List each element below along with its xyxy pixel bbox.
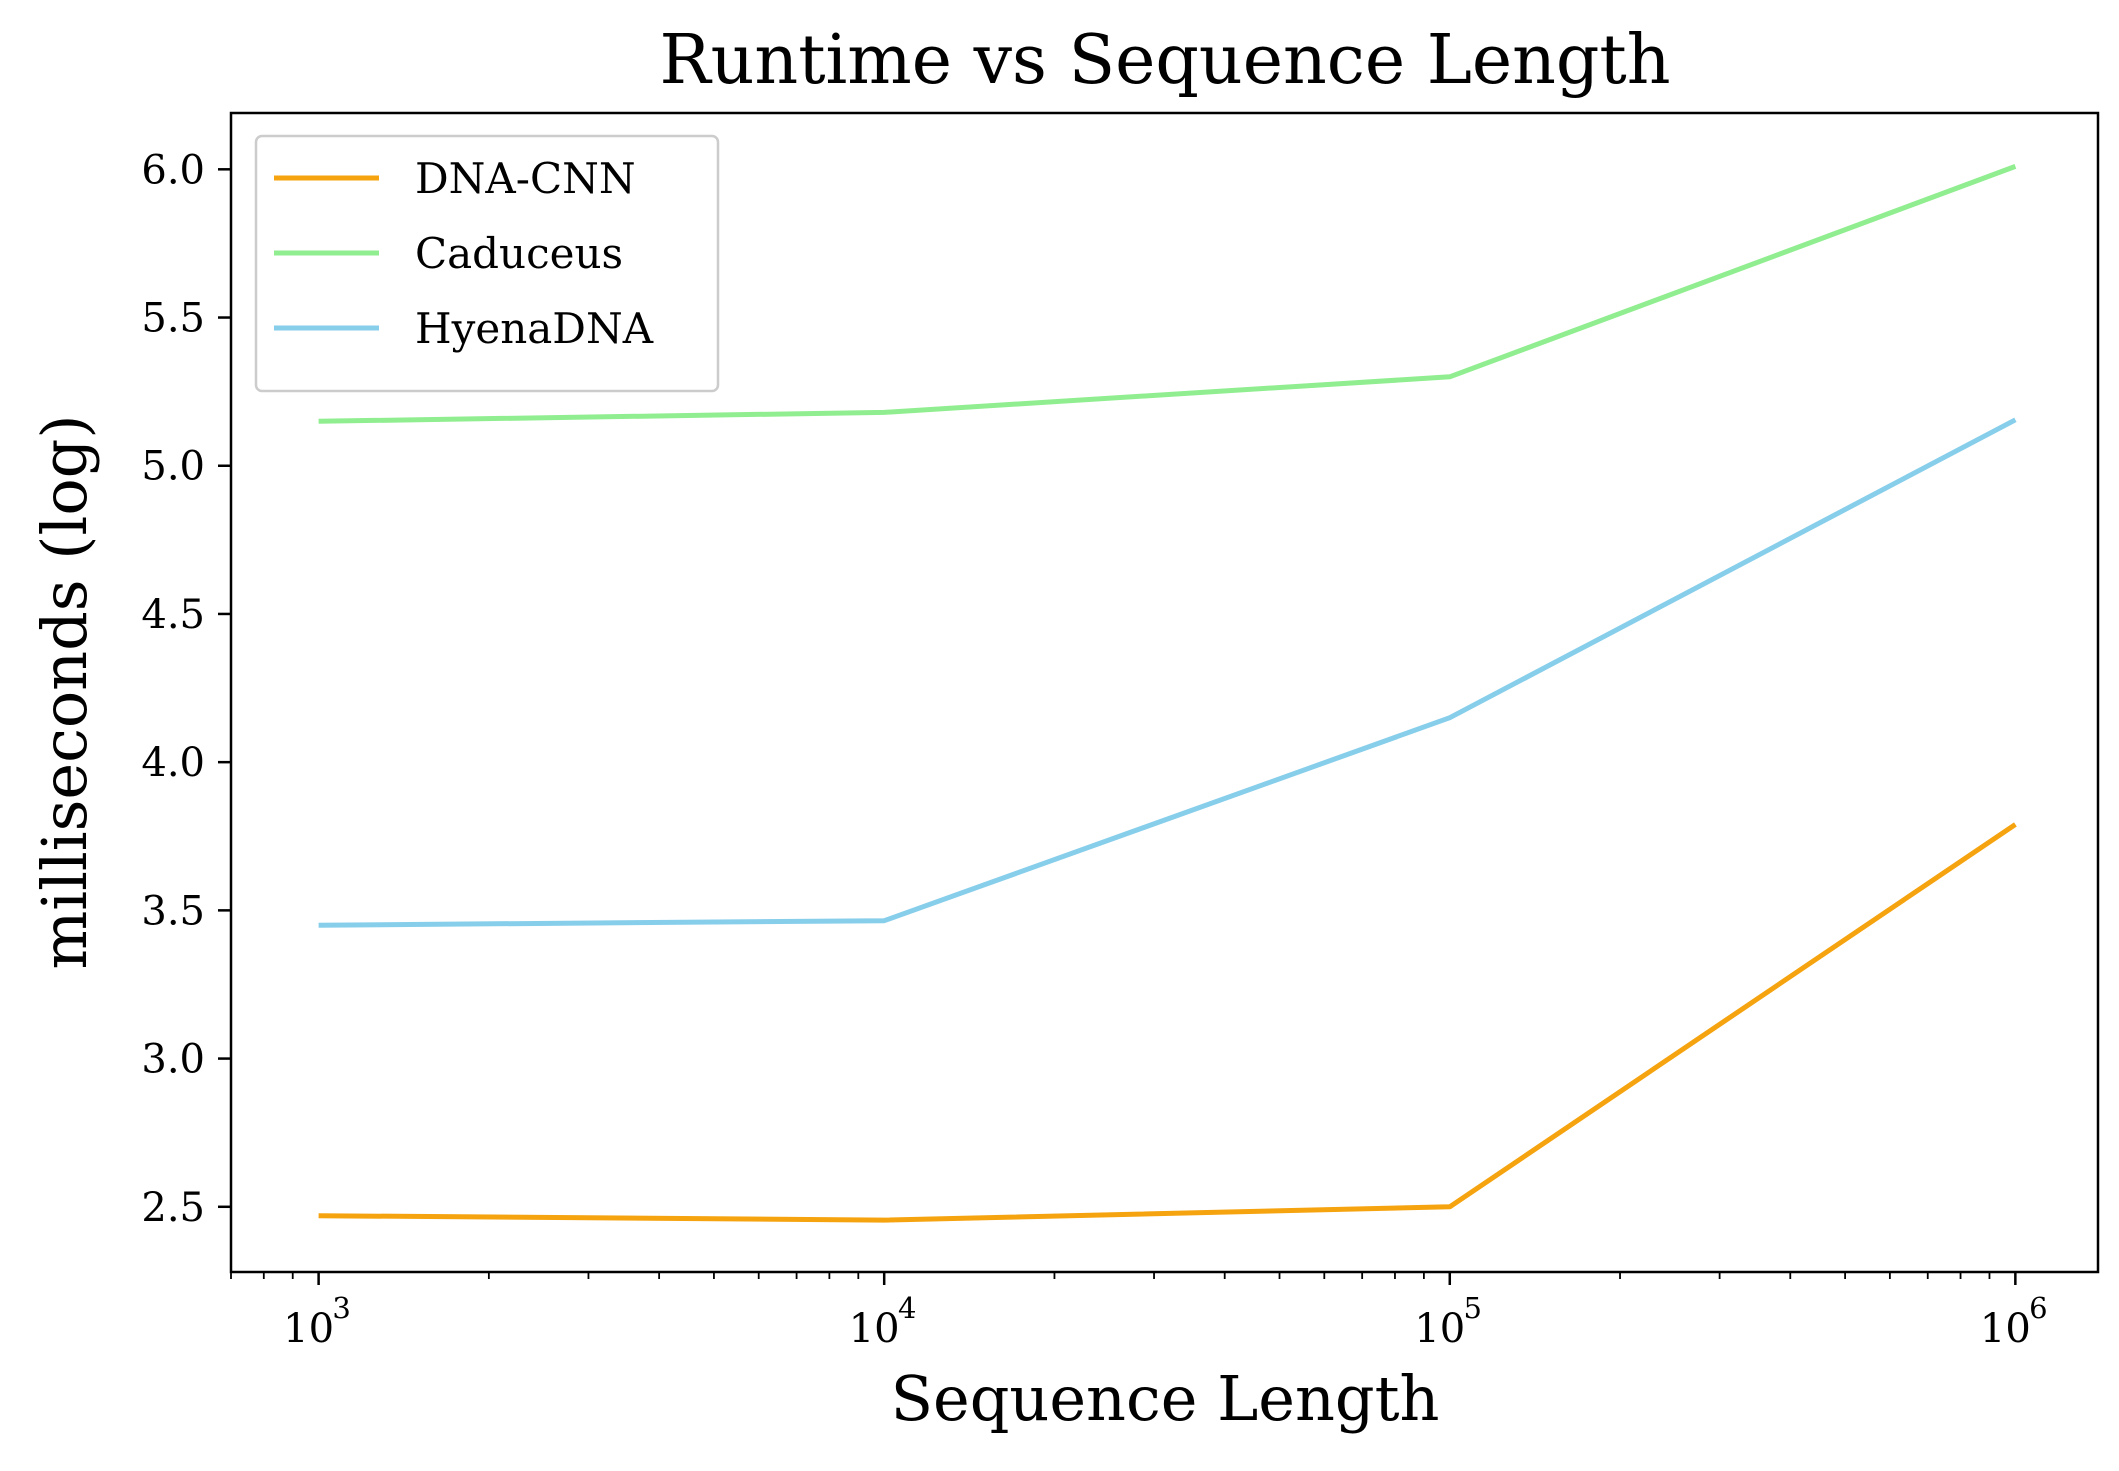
y-tick-label: 6.0: [141, 147, 205, 193]
legend: DNA-CNN Caduceus HyenaDNA: [254, 134, 720, 393]
legend-label: HyenaDNA: [415, 304, 654, 353]
x-tick-exponent: 4: [898, 1291, 916, 1325]
y-tick-label: 4.0: [141, 740, 205, 786]
chart-title: Runtime vs Sequence Length: [659, 21, 1670, 100]
series-line-2: [318, 417, 2017, 928]
legend-label: DNA-CNN: [415, 154, 636, 203]
series-line-1: [318, 164, 2017, 424]
y-tick-label: 3.0: [141, 1037, 205, 1083]
plot-frame: [229, 111, 2100, 1274]
y-tick-label: 3.5: [141, 888, 205, 934]
y-tick-label: 5.5: [141, 296, 205, 342]
x-tick-exponent: 6: [2029, 1291, 2047, 1325]
x-axis-label: Sequence Length: [891, 1362, 1440, 1435]
y-axis-label: milliseconds (log): [28, 414, 101, 969]
x-tick-exponent: 5: [1464, 1291, 1482, 1325]
x-tick-label: 10: [1414, 1306, 1465, 1352]
plot-area: [318, 164, 2017, 1223]
x-tick-exponent: 3: [332, 1291, 350, 1325]
y-tick-label: 2.5: [141, 1185, 205, 1231]
y-tick-label: 5.0: [141, 444, 205, 490]
y-tick-label: 4.5: [141, 592, 205, 638]
x-tick-label: 10: [1980, 1306, 2031, 1352]
series-line-0: [318, 822, 2017, 1223]
x-tick-label: 10: [849, 1306, 900, 1352]
x-tick-label: 10: [283, 1306, 334, 1352]
legend-label: Caduceus: [415, 229, 623, 278]
